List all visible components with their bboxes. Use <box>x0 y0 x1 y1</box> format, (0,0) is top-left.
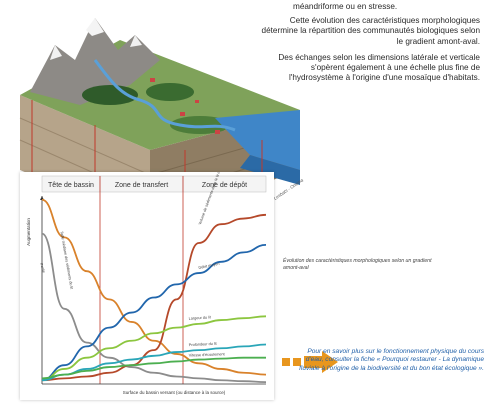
river <box>93 59 236 132</box>
paragraph-1: Cette évolution des caractéristiques mor… <box>261 16 480 46</box>
zone-label: Tête de bassin <box>48 182 94 189</box>
series-label: Profondeur du lit <box>189 342 218 348</box>
series-label: Débit moyen <box>198 262 220 270</box>
zone-label: Zone de transfert <box>115 182 168 189</box>
morphology-chart: Tête de bassin Zone de transfert Zone de d… <box>20 172 274 400</box>
series-label: Taille médiane des sédiments du lit <box>59 231 73 291</box>
series-line <box>41 232 267 384</box>
series-line <box>41 243 267 382</box>
series-line <box>41 198 267 376</box>
arrow-right-icon <box>282 351 338 373</box>
paragraph-2: Des échanges selon les dimensions latéra… <box>278 52 480 83</box>
description-text: méandriforme ou en stresse. Cette évolut… <box>255 2 480 89</box>
chart-svg: Tête de bassin Zone de transfert Zone de d… <box>26 172 267 395</box>
series-line <box>41 356 266 380</box>
y-axis-label: Augmentation <box>26 218 31 246</box>
series-line <box>41 343 267 382</box>
sea <box>215 110 300 170</box>
further-reading-link[interactable]: Pour en savoir plus sur le fonctionnemen… <box>299 348 484 372</box>
chart-caption: Évolution des caractéristiques morpholog… <box>283 258 432 271</box>
series-line <box>41 213 267 382</box>
series-label: Largeur du lit <box>189 315 212 321</box>
series-label: Vitesse d'écoulement <box>189 352 226 357</box>
series-line <box>41 315 267 382</box>
zone-label: Zone de dépôt <box>202 182 247 189</box>
series-label: Pente <box>39 263 46 274</box>
x-axis-label: Surface du bassin versant (ou distance à… <box>123 390 226 395</box>
intro-line: méandriforme ou en stresse. <box>293 2 398 11</box>
